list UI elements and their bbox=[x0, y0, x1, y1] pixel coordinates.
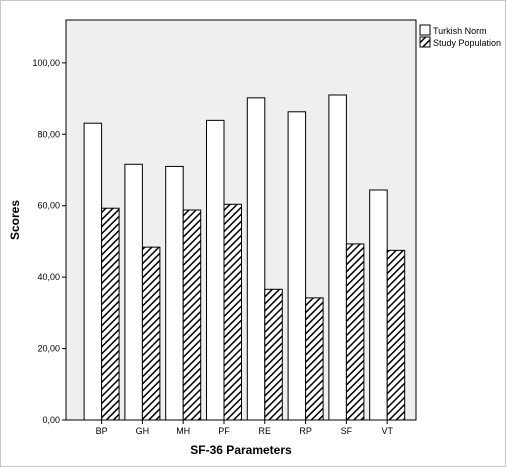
y-tick-label: 80,00 bbox=[37, 129, 60, 139]
y-tick-label: 40,00 bbox=[37, 272, 60, 282]
y-tick-label: 0,00 bbox=[42, 415, 60, 425]
x-tick-label: BP bbox=[96, 426, 108, 436]
x-tick-label: GH bbox=[136, 426, 150, 436]
bar-turkish-norm-bp bbox=[83, 122, 103, 421]
bar-study-population-pf bbox=[223, 203, 242, 421]
y-tick-label: 60,00 bbox=[37, 201, 60, 211]
bar-turkish-norm-vt bbox=[369, 189, 388, 421]
bar-study-population-re bbox=[264, 288, 283, 421]
y-axis: 0,00 20,00 40,00 60,00 80,00 100,00 bbox=[32, 58, 66, 425]
y-axis-title: Scores bbox=[8, 200, 22, 240]
x-tick-label: VT bbox=[381, 426, 393, 436]
legend-swatch-study-population bbox=[419, 36, 431, 48]
bar-turkish-norm-pf bbox=[206, 119, 225, 421]
legend: Turkish Norm Study Population bbox=[419, 24, 501, 48]
legend-swatch-turkish-norm bbox=[419, 24, 431, 36]
x-tick-label: MH bbox=[176, 426, 190, 436]
bar-turkish-norm-rp bbox=[287, 111, 307, 421]
bar-study-population-rp bbox=[305, 297, 324, 421]
x-tick-label: SF bbox=[341, 426, 353, 436]
bar-study-population-bp bbox=[101, 207, 120, 421]
legend-label-study-population: Study Population bbox=[433, 38, 501, 48]
bar-turkish-norm-mh bbox=[165, 165, 184, 421]
x-tick-label: RP bbox=[299, 426, 312, 436]
x-axis-title: SF-36 Parameters bbox=[190, 443, 292, 457]
y-tick-label: 20,00 bbox=[37, 344, 60, 354]
y-tick-label: 100,00 bbox=[32, 58, 60, 68]
x-tick-label: RE bbox=[259, 426, 272, 436]
bar-study-population-vt bbox=[386, 249, 406, 421]
bar-turkish-norm-sf bbox=[328, 94, 347, 421]
bar-turkish-norm-re bbox=[246, 97, 266, 421]
bar-study-population-sf bbox=[345, 243, 365, 421]
legend-label-turkish-norm: Turkish Norm bbox=[433, 26, 487, 36]
bars-group bbox=[83, 94, 406, 421]
bar-study-population-mh bbox=[182, 209, 202, 421]
bar-turkish-norm-gh bbox=[124, 163, 143, 421]
bar-study-population-gh bbox=[141, 246, 161, 421]
x-axis: BP GH MH PF RE RP SF VT bbox=[96, 420, 393, 436]
x-tick-label: PF bbox=[218, 426, 230, 436]
